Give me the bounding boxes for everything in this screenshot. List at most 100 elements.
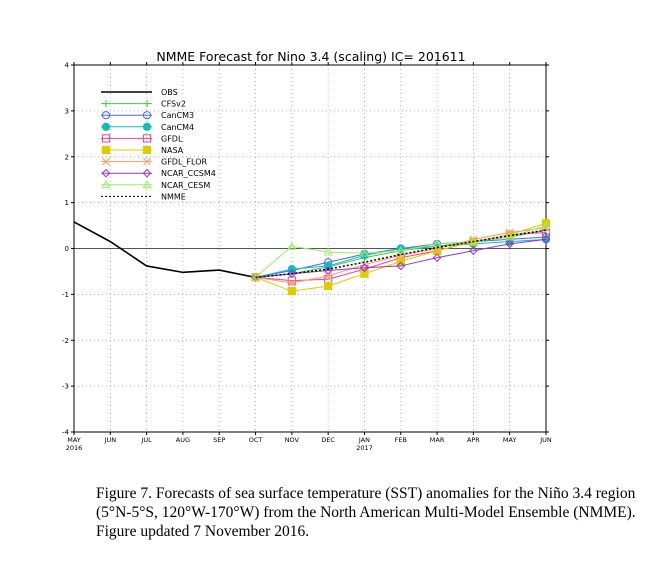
grid-lines	[74, 65, 546, 432]
legend-label-ncar-ccsm4: NCAR_CCSM4	[161, 169, 216, 178]
data-point-nasa	[541, 219, 551, 228]
chart-title: NMME Forecast for Nino 3.4 (scaling) IC=…	[156, 49, 465, 64]
legend-label-gfdl: GFDL	[161, 134, 183, 143]
legend-entry-gfdl-flor: GFDL_FLOR	[101, 158, 207, 167]
legend-label-nmme: NMME	[161, 192, 186, 201]
data-point-ncar-ccsm4	[287, 269, 297, 279]
series-line-obs	[73, 221, 256, 279]
x-tick-label: SEP	[213, 436, 225, 444]
y-tick-label: -4	[62, 429, 70, 437]
legend-label-cfsv2: CFSv2	[161, 100, 186, 109]
legend-marker-cfsv2	[143, 100, 151, 108]
y-tick-label: -3	[62, 383, 69, 391]
data-point-ncar-cesm	[323, 247, 333, 256]
legend-entry-gfdl: GFDL	[101, 134, 183, 143]
legend-marker-gfdl	[142, 134, 152, 143]
nino34-forecast-chart: NMME Forecast for Nino 3.4 (scaling) IC=…	[62, 49, 552, 453]
x-tick-label: APR	[467, 436, 480, 444]
data-point-ncar-cesm	[360, 248, 369, 257]
data-point-ncar-ccsm4	[360, 263, 369, 273]
series-lines	[73, 219, 551, 296]
data-point-ncar-ccsm4	[251, 273, 260, 282]
legend-label-cancm3: CanCM3	[161, 111, 194, 120]
series-obs	[73, 221, 256, 279]
legend-marker-ncar-ccsm4	[101, 168, 111, 178]
x-tick-label: JAN	[358, 436, 370, 444]
data-point-ncar-cesm	[505, 232, 515, 241]
legend-label-cancm4: CanCM4	[161, 123, 194, 132]
data-point-ncar-ccsm4	[505, 239, 514, 249]
legend-entry-cancm3: CanCM3	[101, 111, 194, 120]
legend-marker-cancm4	[142, 122, 152, 131]
x-tick-label: OCT	[249, 436, 263, 444]
figure-caption: Figure 7. Forecasts of sea surface tempe…	[96, 485, 636, 540]
x-tick-label: NOV	[285, 436, 300, 444]
data-point-ncar-cesm	[468, 236, 478, 245]
series-line-nmme	[255, 229, 547, 279]
y-tick-label: 1	[65, 199, 69, 207]
data-point-ncar-cesm	[396, 246, 406, 255]
data-point-ncar-ccsm4	[432, 253, 442, 262]
legend-entry-ncar-ccsm4: NCAR_CCSM4	[101, 168, 216, 178]
x-tick-year-label: 2016	[66, 444, 83, 452]
legend-entry-ncar-cesm: NCAR_CESM	[101, 180, 210, 190]
legend-marker-nasa	[101, 145, 111, 155]
legend-entry-nmme: NMME	[101, 192, 186, 201]
legend-marker-nasa	[142, 145, 152, 155]
legend-label-gfdl-flor: GFDL_FLOR	[161, 158, 207, 167]
legend-marker-cancm3	[142, 111, 152, 120]
x-tick-label: MAY	[503, 436, 517, 444]
legend-marker-ncar-ccsm4	[142, 168, 152, 178]
x-tick-label: MAY	[67, 436, 81, 444]
x-tick-label: JUL	[140, 436, 152, 444]
legend-label-obs: OBS	[161, 88, 178, 97]
data-point-ncar-cesm	[541, 220, 551, 229]
legend-label-nasa: NASA	[161, 146, 184, 155]
legend-marker-ncar-cesm	[142, 180, 152, 189]
legend-marker-cfsv2	[102, 100, 110, 108]
x-tick-label: MAR	[430, 436, 445, 444]
y-tick-label: 4	[65, 62, 70, 70]
legend-marker-gfdl-flor	[102, 157, 110, 166]
legend-marker-cancm3	[101, 111, 111, 120]
data-point-nasa	[396, 257, 405, 266]
series-line-ncar-cesm	[255, 225, 547, 278]
legend-entry-cancm4: CanCM4	[101, 122, 194, 132]
x-tick-label: DEC	[321, 436, 335, 444]
legend-marker-cancm4	[101, 122, 111, 131]
legend-marker-gfdl-flor	[143, 157, 151, 166]
series-nmme	[255, 229, 547, 279]
data-point-nasa	[287, 287, 296, 296]
x-tick-label: AUG	[176, 436, 190, 444]
legend-label-ncar-cesm: NCAR_CESM	[161, 181, 210, 190]
data-point-gfdl-flor	[396, 251, 405, 260]
legend-entry-cfsv2: CFSv2	[101, 100, 186, 109]
y-tick-label: 0	[65, 245, 69, 253]
y-tick-label: 3	[65, 107, 69, 115]
data-point-ncar-cesm	[432, 239, 442, 248]
series-ncar-cesm	[251, 220, 551, 281]
data-point-gfdl-flor	[287, 278, 296, 287]
data-point-ncar-ccsm4	[396, 261, 406, 271]
data-point-ncar-cesm	[287, 241, 297, 250]
x-tick-label: JUN	[539, 436, 552, 444]
y-tick-label: -1	[62, 291, 69, 299]
x-tick-year-label: 2017	[356, 444, 373, 452]
y-tick-label: -2	[62, 337, 69, 345]
data-point-cancm4	[287, 265, 296, 274]
y-tick-label: 2	[65, 153, 69, 161]
data-point-ncar-ccsm4	[541, 235, 551, 244]
data-point-gfdl-flor	[433, 244, 442, 253]
legend: OBS CFSv2 CanCM3 CanCM4 GFDL NASA GFDL_FLOR NCA…	[101, 88, 216, 201]
data-point-ncar-ccsm4	[323, 266, 333, 275]
x-tick-label: FEB	[395, 436, 407, 444]
data-point-gfdl-flor	[324, 272, 333, 280]
data-point-nasa	[360, 269, 369, 278]
data-point-ncar-ccsm4	[469, 246, 478, 256]
x-tick-label: JUN	[104, 436, 117, 444]
legend-marker-gfdl	[101, 134, 111, 143]
legend-marker-ncar-cesm	[101, 180, 111, 189]
legend-entry-nasa: NASA	[101, 145, 184, 155]
data-point-nasa	[324, 282, 333, 291]
